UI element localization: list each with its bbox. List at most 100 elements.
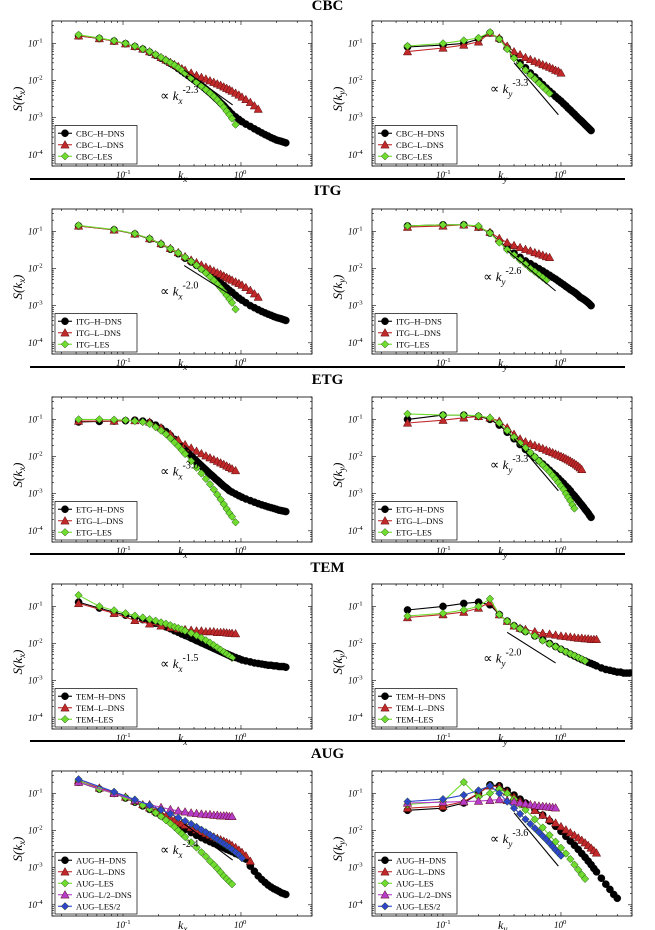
data-point: [515, 809, 525, 819]
data-point: [587, 513, 595, 522]
data-point: [474, 221, 483, 231]
y-tick-label: 10-3: [28, 112, 43, 123]
x-tick-label: 10-1: [436, 545, 451, 556]
itg-x-spectrum-chart: 10-1 100 10-4 10-3 10-2 10-1 kx S(kx) ∝ kx-2.0 IT…: [10, 208, 313, 372]
data-point: [509, 433, 519, 442]
data-point: [196, 448, 207, 458]
data-point: [503, 797, 512, 806]
legend-marker: [380, 902, 390, 911]
data-point: [192, 463, 201, 472]
legend-marker: [380, 715, 390, 724]
data-point: [580, 874, 590, 884]
series-les: [403, 28, 554, 98]
data-point: [438, 410, 448, 420]
data-point: [474, 33, 483, 43]
y-tick-label: 10-4: [28, 899, 43, 910]
data-point: [130, 416, 140, 426]
data-point: [530, 824, 539, 833]
slope-annotation: ∝ ky-3.3: [490, 78, 528, 99]
series-l-dns: [402, 28, 566, 77]
y-tick-label: 10-2: [28, 262, 43, 273]
data-point: [180, 439, 190, 449]
legend-entry: AUG–H–DNS: [396, 855, 446, 865]
data-point: [550, 818, 561, 827]
legend-marker: [381, 856, 389, 865]
data-point: [201, 852, 211, 861]
legend-marker: [60, 516, 70, 525]
data-point: [227, 811, 237, 821]
y-tick-label: 10-3: [28, 862, 43, 873]
data-point: [74, 415, 83, 424]
y-tick-label: 10-3: [348, 862, 363, 873]
legend-marker: [380, 703, 390, 712]
section-separator: [30, 366, 625, 368]
data-point: [577, 464, 587, 474]
data-point: [495, 418, 504, 428]
data-point: [161, 619, 171, 628]
section-title-cbc: CBC: [311, 0, 344, 14]
data-area: [402, 28, 595, 135]
data-point: [439, 602, 447, 611]
aug-y-spectrum-chart: 10-1 100 10-4 10-3 10-2 10-1 ky S(ky) ∝ ky-3.6 AU…: [330, 770, 633, 930]
section-title-tem: TEM: [310, 560, 345, 576]
series-les: [74, 30, 240, 129]
legend-entry: TEM–H–DNS: [396, 691, 446, 701]
data-point: [130, 611, 140, 620]
data-point: [197, 469, 206, 478]
data-area: [73, 415, 290, 527]
data-point: [166, 434, 175, 443]
legend-entry: ITG–L–DNS: [76, 328, 121, 338]
section-separator: [30, 740, 625, 742]
data-point: [521, 627, 530, 636]
data-point: [109, 606, 119, 615]
data-point: [245, 856, 255, 865]
legend-entry: AUG–L–DNS: [76, 867, 125, 877]
data-point: [459, 36, 468, 45]
axis-ticks: [52, 396, 313, 543]
x-axis-label: ky: [498, 356, 507, 372]
legend-entry: CBC–L–DNS: [76, 140, 124, 150]
data-point: [145, 234, 154, 243]
data-point: [138, 417, 147, 427]
data-point: [156, 618, 166, 627]
data-point: [121, 416, 130, 425]
data-point: [591, 848, 602, 857]
data-point: [485, 781, 495, 790]
data-point: [550, 630, 561, 639]
data-point: [156, 53, 166, 62]
data-point: [459, 40, 469, 49]
y-tick-label: 10-3: [348, 488, 363, 499]
data-point: [180, 253, 190, 262]
legend-entry: TEM–L–DNS: [396, 703, 445, 713]
legend-marker: [380, 890, 390, 899]
data-point: [570, 504, 579, 513]
data-point: [515, 242, 525, 252]
slope-guide-line: [183, 444, 234, 492]
data-point: [74, 775, 83, 784]
data-point: [485, 795, 495, 804]
y-tick-label: 10-4: [348, 899, 363, 910]
data-point: [438, 43, 448, 52]
data-point: [231, 120, 240, 129]
data-point: [521, 260, 530, 269]
y-tick-label: 10-1: [28, 37, 43, 48]
y-tick-label: 10-2: [28, 74, 43, 85]
x-tick-label: 10-1: [436, 357, 451, 368]
section-title-etg: ETG: [311, 372, 344, 388]
legend-entry: AUG–LES: [396, 878, 434, 888]
y-axis-label: S(ky): [330, 275, 347, 300]
y-axis-label: S(kx): [10, 275, 27, 300]
data-point: [403, 797, 412, 806]
data-point: [530, 805, 540, 814]
data-point: [161, 816, 171, 825]
data-point: [542, 276, 551, 285]
y-tick-label: 10-4: [348, 337, 363, 348]
section-separator: [30, 178, 625, 180]
data-point: [205, 480, 215, 489]
y-tick-label: 10-3: [348, 675, 363, 686]
data-point: [474, 786, 483, 795]
data-point: [574, 865, 583, 874]
